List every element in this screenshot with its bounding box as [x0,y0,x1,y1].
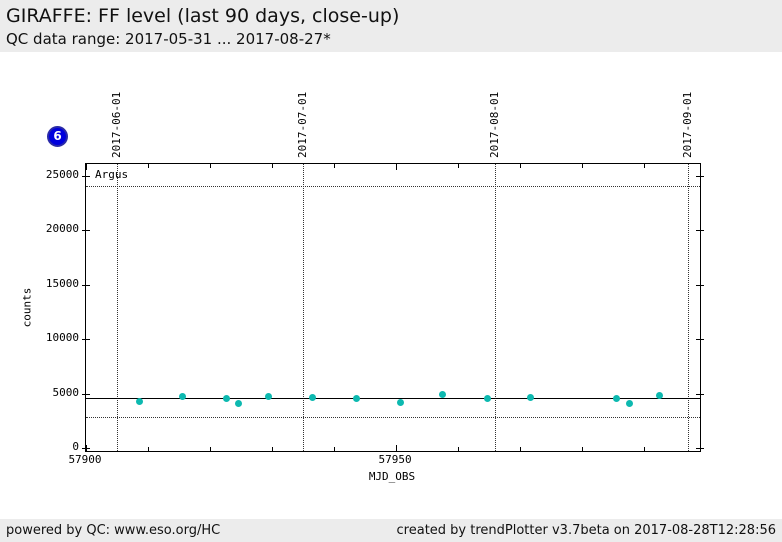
header: GIRAFFE: FF level (last 90 days, close-u… [0,0,782,52]
x-minor-tick [644,164,646,168]
y-tick [696,284,704,286]
y-tick [82,284,90,286]
y-tick [82,448,90,450]
y-tick-label: 5000 [52,385,80,399]
y-tick [82,175,90,177]
x-minor-tick [520,447,522,451]
y-tick-label: 15000 [45,276,79,290]
plot-index-badge[interactable]: 6 [47,126,68,147]
y-tick [696,393,704,395]
x-major-tick [396,445,398,451]
x-minor-tick [148,164,150,168]
y-tick [696,448,704,450]
y-tick [82,230,90,232]
page-title: GIRAFFE: FF level (last 90 days, close-u… [6,5,400,27]
month-gridline [117,164,118,451]
month-gridline [303,164,305,451]
x-minor-tick [272,447,274,451]
threshold-line [86,417,700,419]
data-point [396,399,404,407]
data-point [626,399,634,407]
x-minor-tick [210,447,212,451]
y-tick [696,175,704,177]
footer-left: powered by QC: www.eso.org/HC [6,523,221,538]
x-tick-label: 57950 [378,453,412,466]
month-gridline [495,164,497,451]
x-minor-tick [334,164,336,168]
y-tick-label: 25000 [45,167,79,181]
data-point [178,392,186,400]
data-point [526,394,534,402]
y-tick-label: 0 [72,440,79,454]
data-point [308,394,316,402]
x-minor-tick [334,447,336,451]
data-point [235,400,243,408]
x-major-tick [396,164,398,170]
x-minor-tick [520,164,522,168]
data-point [136,397,144,405]
y-tick [82,393,90,395]
x-major-tick [86,164,87,170]
footer-right: created by trendPlotter v3.7beta on 2017… [396,523,776,538]
data-point [439,391,447,399]
series-label: Argus [95,168,129,181]
month-label: 2017-09-01 [680,91,694,158]
y-tick [696,339,704,341]
footer: powered by QC: www.eso.org/HC created by… [0,519,782,542]
chart-region: 6 counts MJD_OBS Argus 57900 57950 0 5000 10… [21,91,704,483]
data-point [612,395,620,403]
threshold-line [86,186,700,188]
x-minor-tick [582,164,584,168]
data-point [265,392,273,400]
plot-area: Argus [82,163,704,452]
x-minor-tick [582,447,584,451]
month-label: 2017-06-01 [110,91,123,158]
data-point [222,395,230,403]
x-minor-tick [148,447,150,451]
month-label: 2017-08-01 [488,91,502,158]
data-point [656,392,664,400]
x-major-tick [86,445,87,451]
y-tick-label: 10000 [45,331,79,345]
x-minor-tick [458,164,460,168]
x-minor-tick [458,447,460,451]
month-label: 2017-07-01 [296,91,310,158]
mean-line [86,398,700,400]
x-tick-label: 57900 [68,453,102,466]
x-minor-tick [272,164,274,168]
x-minor-tick [210,164,212,168]
month-gridline [687,164,689,451]
qc-data-range: QC data range: 2017-05-31 ... 2017-08-27… [6,30,331,48]
y-tick [696,230,704,232]
x-axis-title: MJD_OBS [368,470,416,483]
y-tick-label: 20000 [45,222,79,236]
data-point [352,394,360,402]
data-point [484,395,492,403]
y-tick [82,339,90,341]
x-minor-tick [644,447,646,451]
